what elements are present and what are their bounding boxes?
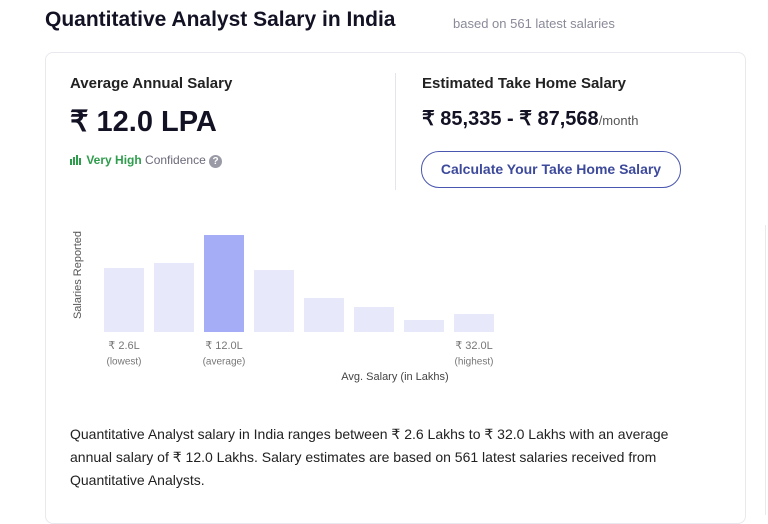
confidence: Very High Confidence ?	[70, 153, 223, 168]
bar	[454, 314, 494, 332]
description: Quantitative Analyst salary in India ran…	[70, 426, 669, 488]
avg-value: ₹ 12.0 LPA	[70, 106, 217, 138]
x-tick-note: (lowest)	[106, 357, 141, 368]
bar	[204, 235, 244, 332]
take-home-unit: /month	[598, 113, 639, 128]
bar	[304, 298, 344, 332]
page: Quantitative Analyst Salary in India bas…	[45, 8, 766, 524]
help-icon[interactable]: ?	[209, 155, 223, 168]
confidence-level: Very High	[86, 153, 142, 167]
page-subtitle: based on 561 latest salaries	[453, 16, 615, 31]
take-home-label: Estimated Take Home Salary	[422, 75, 626, 92]
x-axis-label: Avg. Salary (in Lakhs)	[341, 371, 448, 383]
y-axis-label: Salaries Reported	[72, 231, 84, 319]
bar	[354, 307, 394, 332]
x-tick-label: ₹ 12.0L	[205, 340, 243, 352]
confidence-icon	[70, 155, 81, 165]
take-home-range: ₹ 85,335 - ₹ 87,568	[422, 108, 599, 130]
x-tick-note: (highest)	[455, 357, 494, 368]
x-tick-label: ₹ 2.6L	[108, 340, 139, 352]
calc-button[interactable]: Calculate Your Take Home Salary	[421, 151, 681, 188]
divider	[395, 73, 396, 190]
x-tick-label: ₹ 32.0L	[455, 340, 493, 352]
bar	[404, 320, 444, 332]
bar	[154, 263, 194, 332]
bar	[104, 268, 144, 332]
bar	[254, 270, 294, 332]
page-title: Quantitative Analyst Salary in India	[45, 8, 396, 31]
take-home-value: ₹ 85,335 - ₹ 87,568/month	[422, 106, 638, 131]
side-border	[765, 225, 768, 515]
x-tick-note: (average)	[203, 357, 246, 368]
histogram: Salaries Reported ₹ 2.6L (lowest) ₹ 12.0L (a…	[72, 231, 494, 383]
avg-label: Average Annual Salary	[70, 75, 233, 92]
confidence-label: Confidence	[145, 153, 206, 167]
